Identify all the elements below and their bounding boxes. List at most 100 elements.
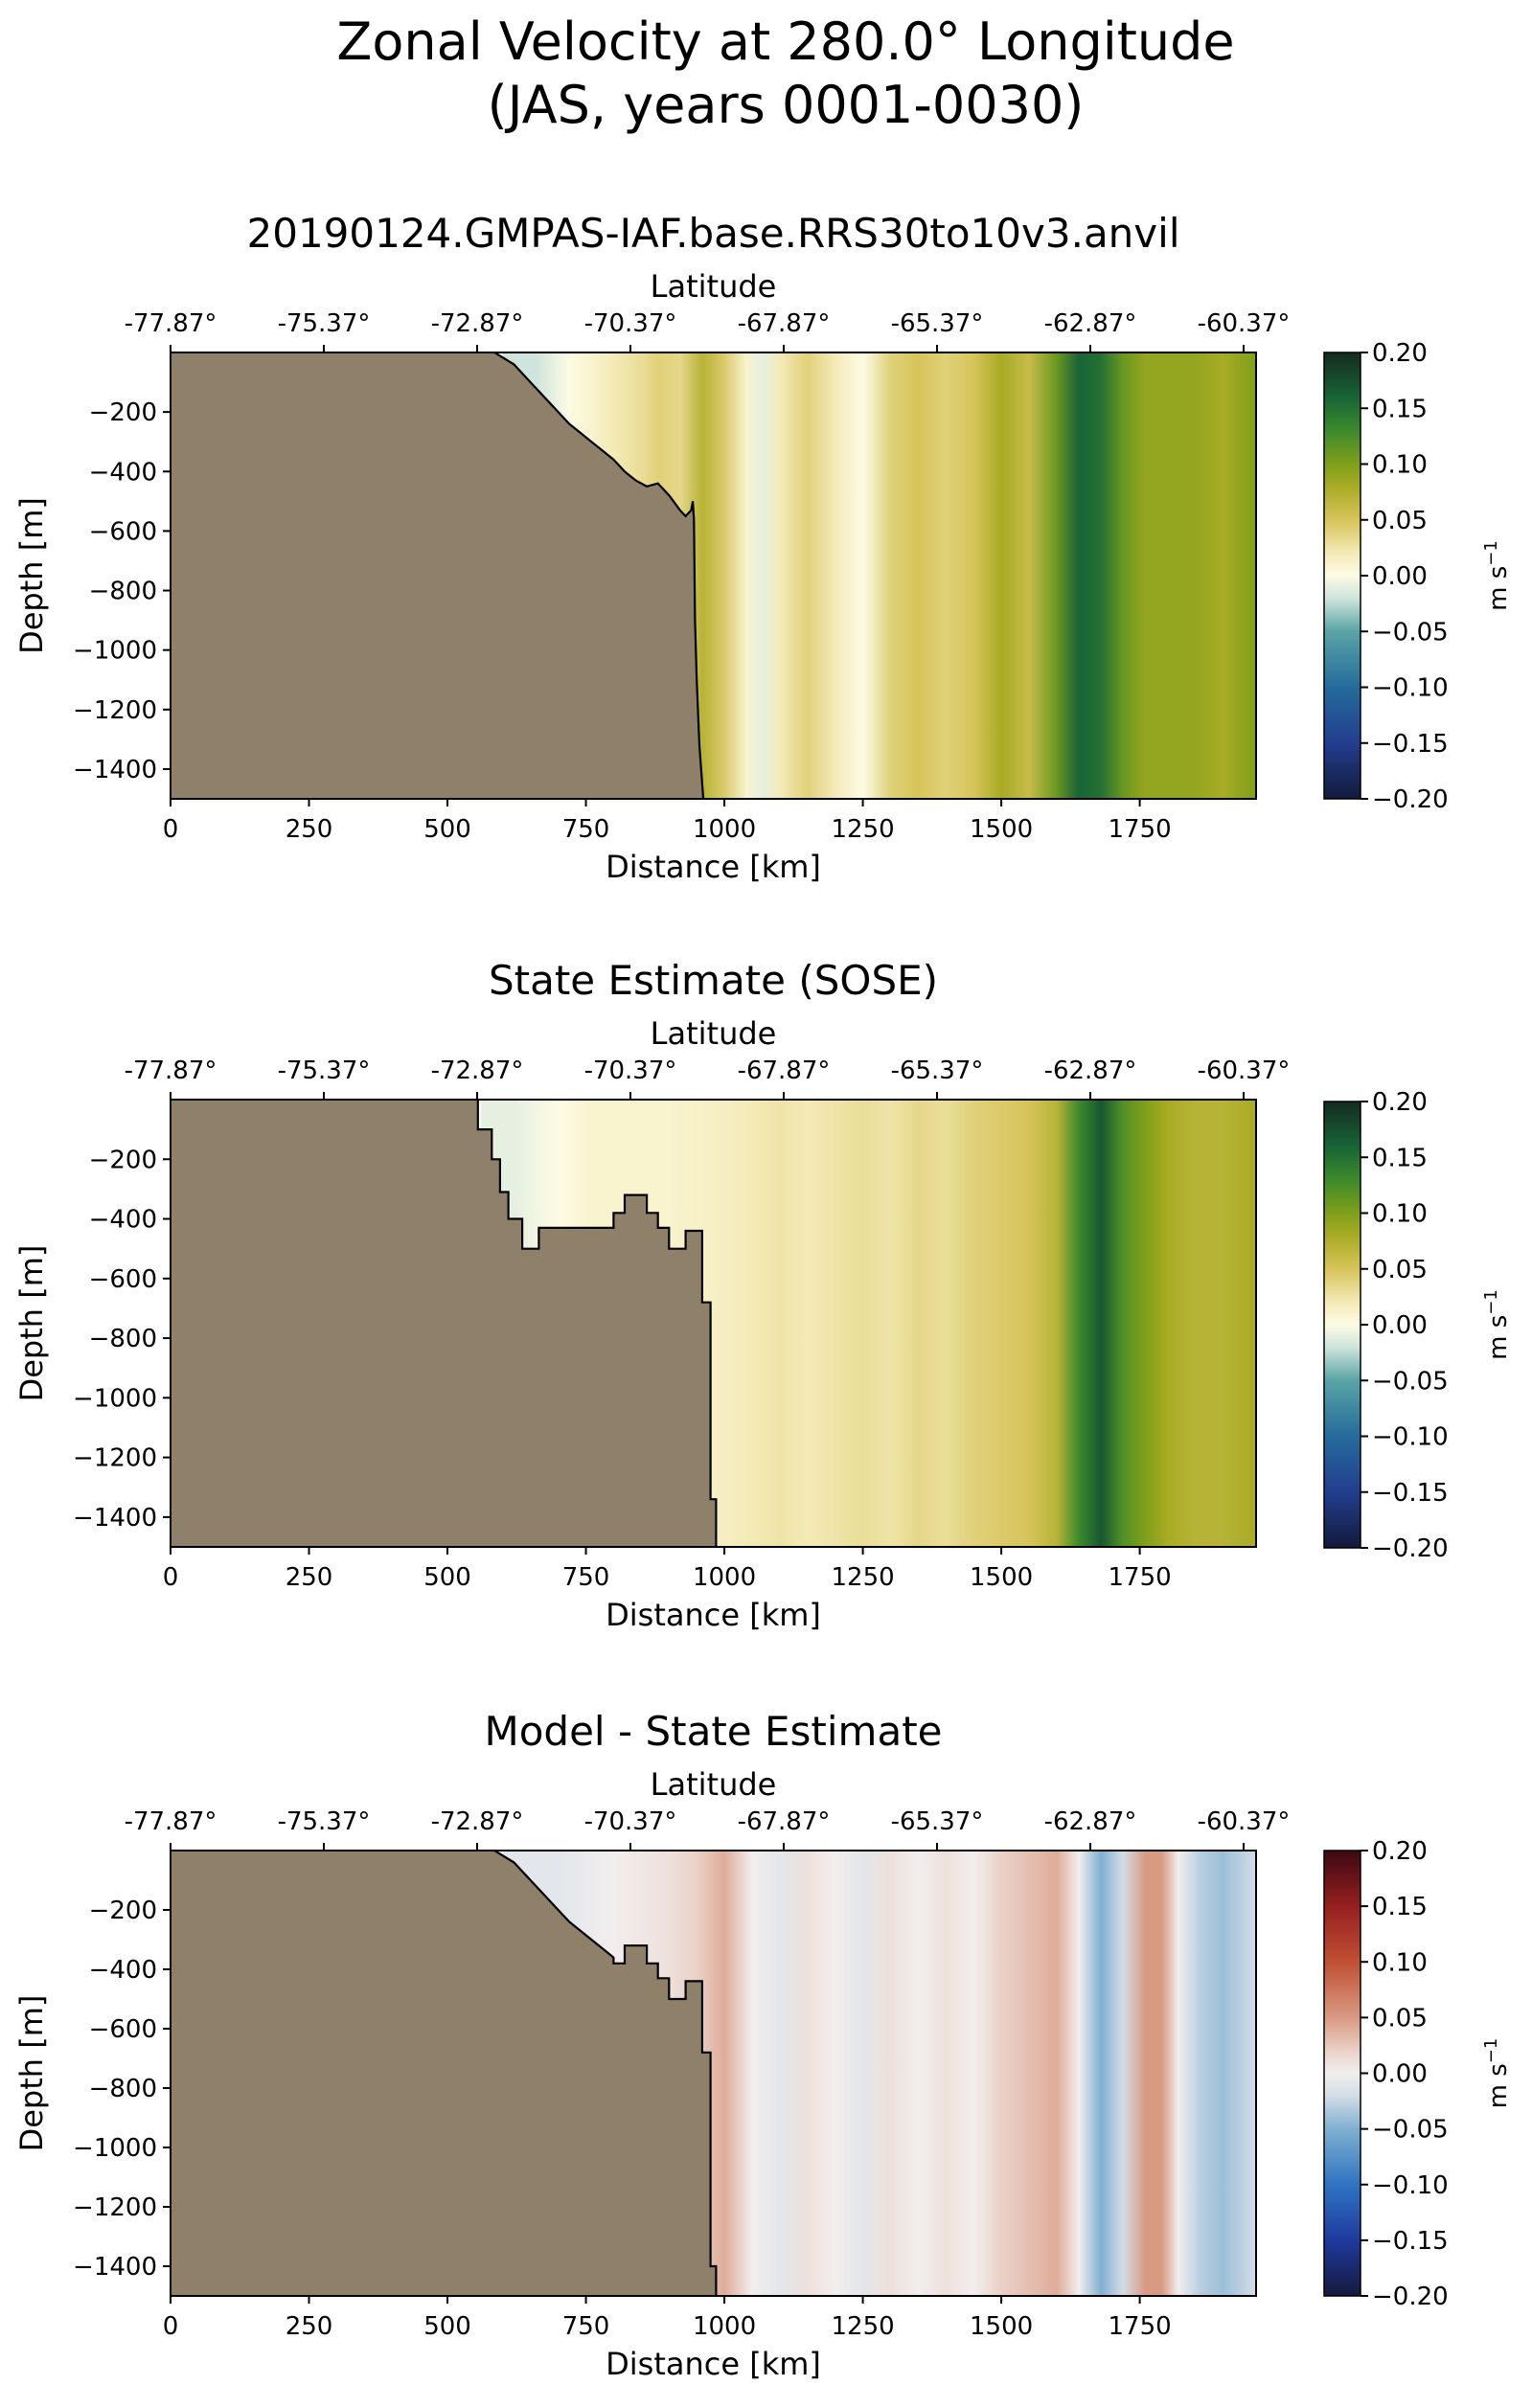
x-tick-label: 0 [163, 1563, 179, 1592]
x-tick-label: 1000 [693, 815, 756, 844]
x-tick-label: 1750 [1109, 815, 1172, 844]
colorbar-tick-label: 0.15 [1372, 1144, 1428, 1172]
panel-title: 20190124.GMPAS-IAF.base.RRS30to10v3.anvi… [247, 210, 1180, 257]
x-tick-label: 250 [286, 2312, 333, 2341]
colorbar-tick-label: 0.05 [1372, 507, 1428, 535]
lat-tick-label: -72.87° [431, 1807, 524, 1836]
x-tick-label: 1500 [970, 815, 1033, 844]
y-tick-label: −400 [89, 1956, 157, 1985]
colorbar-unit: m s [1484, 1315, 1513, 1360]
lat-tick-label: -65.37° [891, 309, 984, 338]
panel-3: Model - State Estimate Latitude 0 250 500 750… [13, 1708, 1513, 2382]
panel-2: State Estimate (SOSE) Latitude 0 250 500 750 1… [13, 957, 1513, 1633]
x-axis-label: Distance [km] [606, 1597, 821, 1633]
colorbar-tick-label: 0.05 [1372, 2004, 1428, 2033]
panel-title: State Estimate (SOSE) [489, 957, 938, 1004]
colorbar-tick-label: 0.00 [1372, 2060, 1428, 2089]
x-tick-label: 750 [562, 2312, 610, 2341]
y-tick-label: −800 [89, 1325, 157, 1353]
x-tick-label: 0 [163, 815, 179, 844]
figure-title-line2: (JAS, years 0001-0030) [488, 75, 1085, 135]
bathymetry-line [476, 1100, 718, 1547]
x-tick-label: 1750 [1109, 1563, 1172, 1592]
colorbar-tick-label: −0.10 [1372, 2171, 1449, 2200]
lat-tick-label: -70.37° [584, 309, 677, 338]
colorbar-tick-label: −0.20 [1372, 1534, 1449, 1563]
colorbar-tick-label: −0.20 [1372, 2283, 1449, 2311]
y-tick-label: −200 [89, 1146, 157, 1174]
land-mask [171, 1851, 717, 2296]
colorbar [1323, 1101, 1361, 1549]
colorbar-tick-label: −0.15 [1372, 2227, 1449, 2256]
colorbar-tick-label: 0.20 [1372, 339, 1428, 368]
x-tick-label: 1250 [831, 815, 894, 844]
lat-tick-label: -75.37° [278, 309, 371, 338]
colorbar-label: m s−1 [1481, 2038, 1513, 2109]
land-mask [171, 1100, 717, 1547]
x-tick-label: 500 [423, 815, 471, 844]
lat-tick-label: -70.37° [584, 1807, 677, 1836]
lat-tick-label: -65.37° [891, 1807, 984, 1836]
lat-tick-label: -75.37° [278, 1056, 371, 1085]
y-tick-label: −1000 [73, 2134, 157, 2163]
lat-tick-label: -65.37° [891, 1056, 984, 1085]
lat-tick-label: -60.37° [1198, 1807, 1291, 1836]
x-tick-label: 750 [562, 815, 610, 844]
lat-tick-label: -62.87° [1044, 1056, 1137, 1085]
x-tick-label: 1000 [693, 1563, 756, 1592]
x-tick-label: 500 [423, 2312, 471, 2341]
colorbar-tick-label: 0.20 [1372, 1837, 1428, 1866]
colorbar-tick-label: −0.05 [1372, 2116, 1449, 2145]
plot-frame [170, 1850, 1257, 2297]
x-tick-label: 1250 [831, 2312, 894, 2341]
x-tick-label: 1000 [693, 2312, 756, 2341]
colorbar-tick-label: −0.15 [1372, 1479, 1449, 1508]
colorbar-tick-label: 0.10 [1372, 1948, 1428, 1977]
land-mask [171, 352, 704, 799]
lat-tick-label: -72.87° [431, 309, 524, 338]
plot-frame [170, 352, 1257, 800]
y-axis-label: Depth [m] [13, 1995, 50, 2152]
colorbar-unit-exponent: −1 [1481, 1289, 1501, 1315]
lat-tick-label: -75.37° [278, 1807, 371, 1836]
colorbar-tick-label: 0.05 [1372, 1256, 1428, 1284]
y-tick-label: −600 [89, 517, 157, 546]
y-tick-label: −400 [89, 1206, 157, 1235]
bathymetry-line [493, 1850, 718, 2296]
colorbar-unit: m s [1484, 566, 1513, 611]
colorbar-label: m s−1 [1481, 540, 1513, 611]
y-tick-label: −200 [89, 1897, 157, 1925]
lat-tick-label: -62.87° [1044, 1807, 1137, 1836]
colorbar-tick-label: 0.00 [1372, 1311, 1428, 1340]
colorbar-unit-exponent: −1 [1481, 540, 1501, 566]
y-tick-label: −1400 [73, 1504, 157, 1533]
colorbar-tick-label: −0.20 [1372, 785, 1449, 814]
lat-tick-label: -60.37° [1198, 1056, 1291, 1085]
lat-tick-label: -70.37° [584, 1056, 677, 1085]
x-tick-label: 1500 [970, 1563, 1033, 1592]
lat-tick-label: -67.87° [738, 309, 831, 338]
colorbar-tick-label: 0.10 [1372, 1200, 1428, 1229]
figure-title-line1: Zonal Velocity at 280.0° Longitude [336, 11, 1234, 72]
lat-tick-label: -77.87° [125, 1056, 217, 1085]
colorbar-tick-label: −0.05 [1372, 618, 1449, 647]
panel-1: 20190124.GMPAS-IAF.base.RRS30to10v3.anvi… [13, 210, 1513, 885]
colorbar-unit: m s [1484, 2063, 1513, 2108]
y-tick-label: −1200 [73, 1444, 157, 1473]
lat-tick-label: -77.87° [125, 309, 217, 338]
x-tick-label: 1750 [1109, 2312, 1172, 2341]
y-tick-label: −1400 [73, 2253, 157, 2282]
bathymetry-line [493, 352, 705, 800]
colorbar [1323, 1850, 1361, 2297]
y-tick-label: −600 [89, 1265, 157, 1294]
y-axis-label: Depth [m] [13, 497, 50, 654]
plot-frame [170, 1099, 1257, 1548]
lat-tick-label: -60.37° [1198, 309, 1291, 338]
x-tick-label: 250 [286, 1563, 333, 1592]
colorbar-tick-label: 0.10 [1372, 451, 1428, 480]
lat-tick-label: -77.87° [125, 1807, 217, 1836]
y-tick-label: −600 [89, 2015, 157, 2044]
y-tick-label: −1400 [73, 756, 157, 784]
x-tick-label: 1250 [831, 1563, 894, 1592]
